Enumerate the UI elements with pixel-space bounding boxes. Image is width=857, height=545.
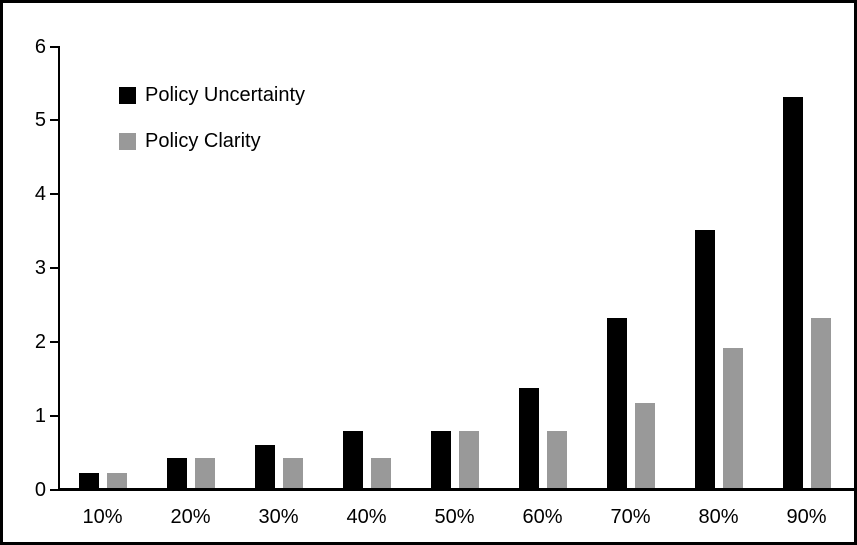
legend-label-policy-uncertainty: Policy Uncertainty: [145, 84, 306, 106]
bar-policy-uncertainty: [782, 96, 803, 488]
bar-policy-clarity: [546, 431, 567, 488]
bar-policy-uncertainty: [606, 318, 627, 488]
y-axis-tick: [50, 267, 58, 269]
bar-policy-uncertainty: [166, 458, 187, 488]
legend-swatch-policy-clarity-icon: [119, 132, 136, 150]
bar-policy-clarity: [370, 458, 391, 488]
y-axis-tick-label: 3: [34, 257, 46, 279]
y-axis-tick: [50, 340, 58, 343]
bar-policy-clarity: [722, 347, 743, 488]
x-axis-line: [58, 488, 854, 491]
x-axis-category-label: 20%: [170, 506, 211, 528]
y-axis-tick: [50, 193, 58, 196]
x-axis-category-label: 60%: [522, 506, 563, 528]
y-axis-tick: [50, 414, 58, 417]
y-axis-tick: [50, 45, 58, 48]
y-axis-tick-label: 0: [34, 478, 46, 501]
bar-policy-uncertainty: [518, 388, 539, 488]
plot-area: Policy Uncertainty Policy Clarity 0 1 2 3 4 5…: [3, 3, 854, 542]
bar-policy-uncertainty: [694, 229, 715, 488]
bar-policy-clarity: [458, 431, 479, 488]
bar-policy-uncertainty: [254, 445, 275, 488]
y-axis-tick-label: 4: [34, 183, 46, 206]
bar-policy-clarity: [634, 403, 655, 488]
x-axis-category-label: 40%: [346, 506, 387, 528]
y-axis-tick-label: 6: [34, 35, 46, 58]
x-axis-category-label: 10%: [82, 506, 123, 528]
legend-label-policy-clarity: Policy Clarity: [145, 130, 261, 152]
bar-policy-uncertainty: [430, 431, 451, 488]
bar-policy-uncertainty: [342, 431, 363, 488]
bar-policy-uncertainty: [78, 473, 99, 488]
y-axis-line: [58, 46, 60, 491]
y-axis-tick-label: 5: [34, 109, 46, 132]
legend-item-policy-clarity: Policy Clarity: [119, 129, 261, 153]
bar-policy-clarity: [106, 473, 127, 488]
y-axis-tick-label: 1: [34, 404, 46, 427]
x-axis-category-label: 50%: [434, 506, 475, 528]
x-axis-category-label: 70%: [610, 506, 651, 528]
y-axis-tick: [50, 488, 58, 491]
legend-item-policy-uncertainty: Policy Uncertainty: [119, 83, 305, 107]
x-axis-category-label: 80%: [698, 506, 739, 528]
x-axis-category-label: 90%: [786, 506, 827, 528]
y-axis-tick: [50, 119, 58, 122]
bar-policy-clarity: [282, 458, 303, 488]
legend-swatch-policy-uncertainty-icon: [119, 86, 136, 104]
y-axis-tick-label: 2: [34, 330, 46, 353]
x-axis-category-label: 30%: [258, 506, 299, 528]
bar-policy-clarity: [194, 458, 215, 488]
bar-policy-clarity: [810, 318, 831, 488]
